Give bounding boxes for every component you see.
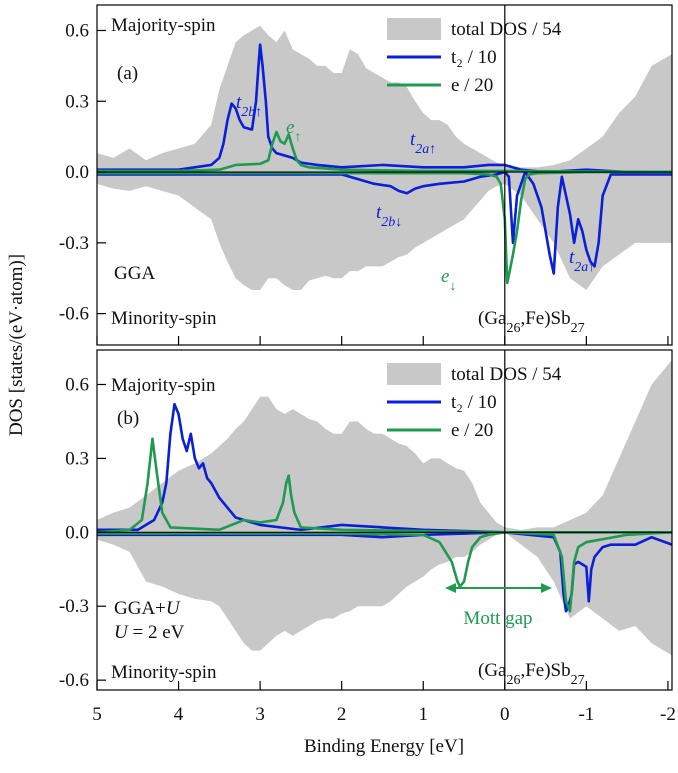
peak-label: e↓ <box>441 266 456 294</box>
x-tick-label: -2 <box>660 704 676 725</box>
y-tick-label: 0.3 <box>65 91 89 112</box>
spin-label: Majority-spin <box>111 15 216 36</box>
method-label: GGA+U <box>114 598 181 619</box>
y-tick-label: 0.6 <box>65 374 89 395</box>
peak-label: e↑ <box>286 117 301 145</box>
gap-label: Mott gap <box>463 608 532 629</box>
method-label: GGA <box>114 263 155 284</box>
legend-label: total DOS / 54 <box>451 19 562 40</box>
panel-label: (b) <box>117 408 139 429</box>
legend-label: e / 20 <box>451 75 493 96</box>
text-segment: t <box>376 202 382 223</box>
text-segment: 2b↑ <box>241 105 262 120</box>
x-tick-label: 3 <box>255 704 265 725</box>
dos-line <box>97 170 672 285</box>
text-segment: ,Fe)Sb <box>520 308 570 329</box>
dos-area <box>97 532 672 656</box>
peak-label: t2b↑ <box>236 92 262 120</box>
peak-label: t2b↓ <box>376 202 402 230</box>
text-segment: 2a↑ <box>415 142 436 157</box>
text-segment: 2a↑ <box>574 260 595 275</box>
x-tick-label: 0 <box>500 704 510 725</box>
y-tick-label: -0.3 <box>59 596 89 617</box>
spin-label: Majority-spin <box>111 375 216 396</box>
text-segment: U <box>166 598 181 619</box>
y-tick-label: 0.0 <box>65 162 89 183</box>
y-tick-label: -0.3 <box>59 233 89 254</box>
text-segment: GGA <box>114 263 155 284</box>
x-axis-label: Binding Energy [eV] <box>304 736 464 757</box>
y-tick-label: -0.6 <box>59 670 89 691</box>
text-segment: e <box>286 117 294 138</box>
text-segment: (Ga <box>478 308 507 329</box>
dos-area <box>97 172 672 291</box>
text-segment: 26 <box>506 321 520 336</box>
cell-formula: (Ga26,Fe)Sb27 <box>478 660 585 688</box>
text-segment: ,Fe)Sb <box>520 660 570 681</box>
y-tick-label: 0.0 <box>65 522 89 543</box>
x-tick-label: 4 <box>174 704 184 725</box>
text-segment: = 2 eV <box>128 622 185 643</box>
legend-label: t₂ / 10 <box>451 47 497 68</box>
panel-label: (a) <box>117 63 138 84</box>
text-segment: 27 <box>571 673 585 688</box>
text-segment: t <box>569 247 575 268</box>
plot-frame <box>96 349 673 691</box>
method-label: U = 2 eV <box>114 622 185 643</box>
dos-area <box>97 359 672 533</box>
x-tick-label: -1 <box>578 704 594 725</box>
text-segment: ↓ <box>449 279 456 294</box>
text-segment: U <box>114 622 129 643</box>
text-segment: 27 <box>571 321 585 336</box>
dos-area <box>97 25 672 173</box>
legend-swatch <box>387 18 441 40</box>
y-axis-label: DOS [states/(eV·atom)] <box>6 254 27 436</box>
dos-line <box>97 130 673 174</box>
dos-line <box>97 402 672 534</box>
x-tick-label: 5 <box>92 704 102 725</box>
text-segment: t <box>236 92 242 113</box>
legend-label: t₂ / 10 <box>451 392 497 413</box>
peak-label: t2a↑ <box>569 247 595 275</box>
dos-line <box>96 437 672 534</box>
text-segment: t <box>410 129 416 150</box>
y-tick-label: 0.6 <box>65 20 89 41</box>
plot-frame <box>96 4 673 346</box>
legend-label: total DOS / 54 <box>451 364 562 385</box>
y-tick-label: -0.6 <box>59 304 89 325</box>
legend-swatch <box>387 363 441 385</box>
peak-label: t2a↑ <box>410 129 436 157</box>
arrow-head <box>541 583 552 593</box>
y-tick-label: 0.3 <box>65 448 89 469</box>
arrow-head <box>445 583 456 593</box>
text-segment: 2b↓ <box>381 215 402 230</box>
text-segment: (Ga <box>478 660 507 681</box>
x-tick-label: 1 <box>418 704 428 725</box>
cell-formula: (Ga26,Fe)Sb27 <box>478 308 585 336</box>
spin-label: Minority-spin <box>111 308 217 329</box>
text-segment: e <box>441 266 449 287</box>
x-tick-label: 2 <box>337 704 347 725</box>
dos-line <box>97 531 673 613</box>
legend-label: e / 20 <box>451 420 493 441</box>
text-segment: ↑ <box>294 130 301 145</box>
text-segment: 26 <box>506 673 520 688</box>
spin-label: Minority-spin <box>111 662 217 683</box>
text-segment: GGA+ <box>114 598 166 619</box>
